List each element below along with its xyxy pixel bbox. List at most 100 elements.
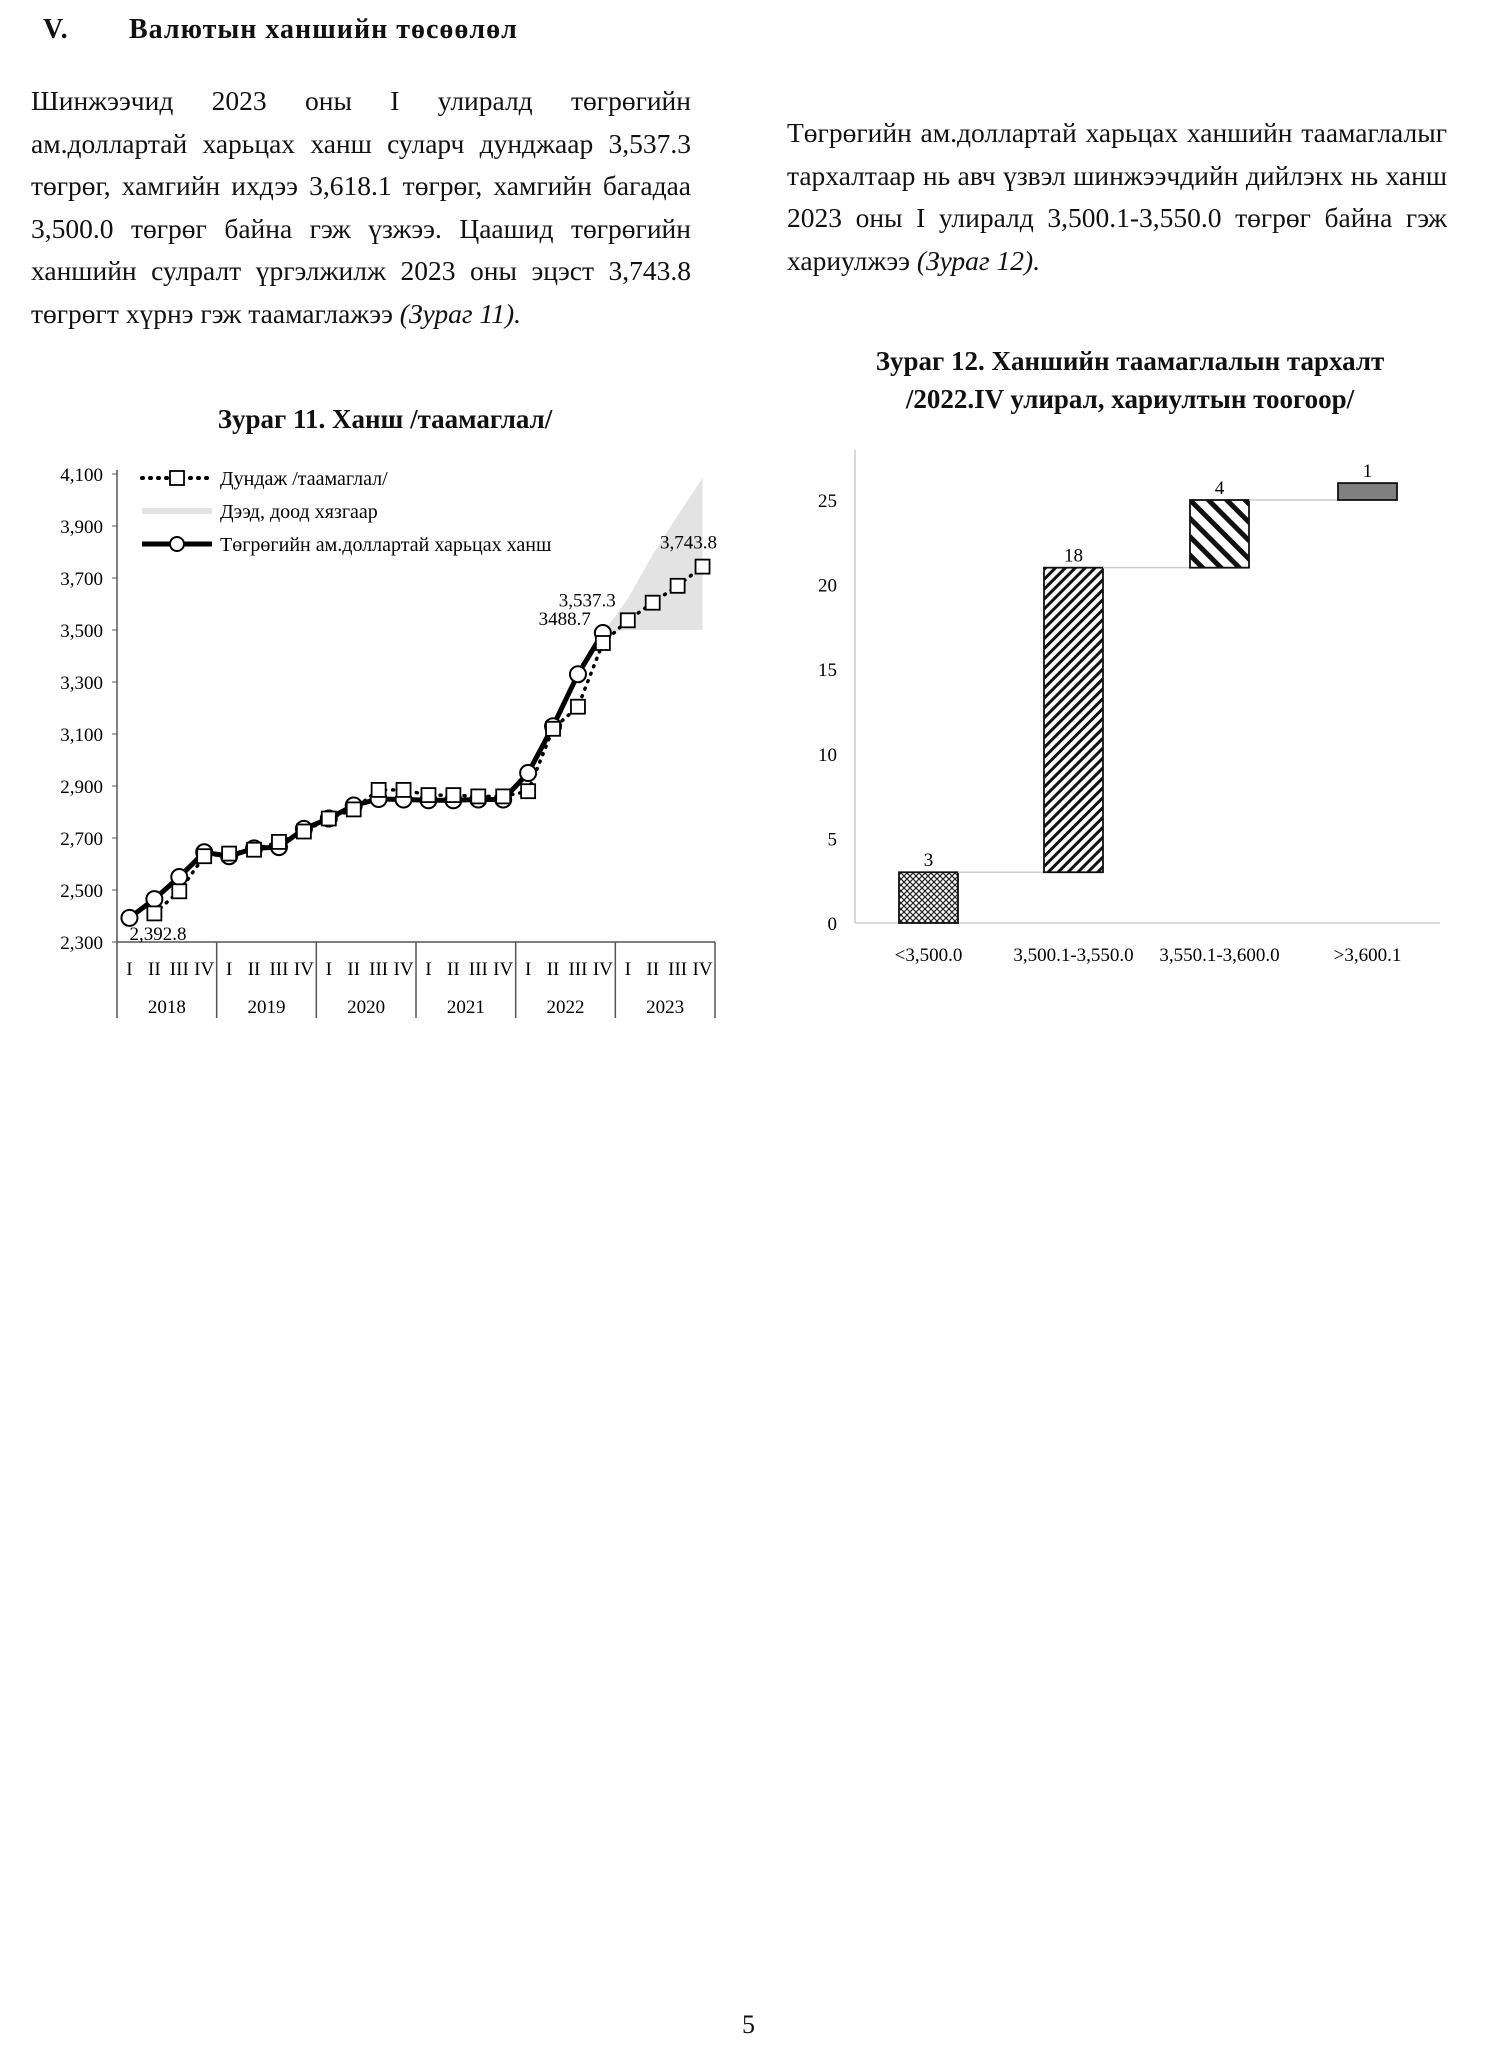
y-tick-label: 3,100 <box>60 725 103 746</box>
section-title: Валютын ханшийн төсөөлөл <box>129 14 518 45</box>
quarter-label: III <box>170 959 189 980</box>
forecast-mean-point <box>221 845 238 862</box>
quarter-label: IV <box>394 959 414 980</box>
forecast-mean-point <box>271 834 287 850</box>
quarter-label: III <box>469 959 488 980</box>
y-tick-label: 0 <box>828 914 838 935</box>
forecast-mean-point <box>669 577 686 594</box>
quarter-label: I <box>525 959 531 980</box>
bar <box>1189 499 1250 569</box>
forecast-mean-point <box>146 905 163 922</box>
paragraph-text: Шинжээчид 2023 оны I улиралд төгрөгийн а… <box>31 85 691 329</box>
section-number: V. <box>43 14 69 45</box>
quarter-label: III <box>568 959 587 980</box>
quarter-label: II <box>148 959 161 980</box>
category-label: 3,500.1-3,550.0 <box>1013 945 1133 966</box>
forecast-mean-point <box>545 720 561 737</box>
legend-label: Төгрөгийн ам.доллартай харьцах ханш <box>220 534 552 556</box>
data-label: 3,743.8 <box>660 533 717 554</box>
quarter-label: I <box>126 959 132 980</box>
quarter-label: III <box>369 959 388 980</box>
quarter-label: IV <box>493 959 513 980</box>
forecast-mean-point <box>420 787 437 803</box>
legend-label: Дээд, доод хязгаар <box>220 501 378 523</box>
forecast-mean-point <box>594 635 611 651</box>
forecast-mean-point <box>644 594 661 611</box>
quarter-label: IV <box>294 959 314 980</box>
quarter-label: II <box>248 959 261 980</box>
forecast-mean-point <box>694 558 711 575</box>
paragraph-text: Төгрөгийн ам.доллартай харьцах ханшийн т… <box>787 117 1447 276</box>
year-label: 2023 <box>646 997 684 1018</box>
category-label: 3,550.1-3,600.0 <box>1159 945 1279 966</box>
legend-label: Дундаж /таамаглал/ <box>220 468 388 490</box>
left-paragraph: Шинжээчид 2023 оны I улиралд төгрөгийн а… <box>31 80 691 335</box>
category-label: >3,600.1 <box>1334 945 1402 966</box>
figure-reference: (Зураг 11). <box>399 297 521 329</box>
bar <box>1337 482 1398 501</box>
quarter-label: III <box>269 959 288 980</box>
bar <box>1043 566 1104 874</box>
y-tick-label: 5 <box>828 829 838 850</box>
quarter-label: IV <box>693 959 713 980</box>
y-tick-label: 2,700 <box>60 829 103 850</box>
quarter-label: II <box>646 959 659 980</box>
year-label: 2020 <box>347 997 385 1018</box>
y-tick-label: 2,900 <box>60 777 103 798</box>
bar-value-label: 18 <box>1064 546 1083 567</box>
category-label: <3,500.0 <box>895 945 963 966</box>
year-label: 2021 <box>447 997 485 1018</box>
quarter-label: II <box>347 959 360 980</box>
y-tick-label: 2,500 <box>60 881 103 902</box>
forecast-mean-point <box>395 782 412 798</box>
legend-circle-marker <box>169 536 185 552</box>
y-tick-label: 25 <box>818 491 837 512</box>
forecast-mean-point <box>370 782 387 798</box>
exchange-rate-line-chart: 2,300 2,500 2,700 2,900 3,100 3,300 3,500 3,700… <box>60 465 717 1018</box>
bar-value-label: 1 <box>1363 461 1373 482</box>
forecast-mean-point <box>570 698 586 715</box>
forecast-mean-point <box>171 883 188 900</box>
quarter-label: I <box>326 959 332 980</box>
forecast-mean-point <box>619 612 636 629</box>
y-tick-label: 15 <box>818 660 837 681</box>
actual-rate-point <box>120 908 139 927</box>
caption-line: Зураг 12. Ханшийн таамаглалын тархалт <box>875 346 1385 376</box>
quarter-label: I <box>625 959 631 980</box>
quarter-label: IV <box>593 959 613 980</box>
quarter-label: IV <box>194 959 214 980</box>
section-heading: V. Валютын ханшийн төсөөлөл <box>43 14 518 46</box>
data-label: 3488.7 <box>539 609 591 630</box>
bar <box>898 871 959 924</box>
forecast-mean-point <box>345 801 362 818</box>
data-label: 2,392.8 <box>129 924 186 945</box>
bar-value-label: 3 <box>924 850 934 871</box>
y-tick-label: 4,100 <box>60 465 103 486</box>
year-label: 2018 <box>148 997 186 1018</box>
forecast-mean-point <box>520 783 537 800</box>
page-number: 5 <box>742 2010 755 2039</box>
year-label: 2022 <box>547 997 585 1018</box>
actual-rate-point <box>568 665 587 684</box>
y-tick-label: 10 <box>818 745 837 766</box>
forecast-mean-point <box>196 848 213 865</box>
y-tick-label: 3,700 <box>60 569 103 590</box>
forecast-mean-point <box>246 841 262 858</box>
bar-value-label: 4 <box>1215 478 1225 499</box>
quarter-label: II <box>447 959 460 980</box>
forecast-mean-point <box>445 787 462 803</box>
y-tick-label: 3,900 <box>60 517 103 538</box>
legend-square-marker <box>169 470 185 486</box>
actual-rate-point <box>170 868 189 886</box>
data-label: 3,537.3 <box>559 590 616 611</box>
actual-rate-point <box>145 890 164 909</box>
actual-rate-point <box>519 764 538 782</box>
forecast-mean-point <box>495 788 512 805</box>
figure12-caption: Зураг 12. Ханшийн таамаглалын тархалт /2… <box>790 342 1470 418</box>
y-tick-label: 2,300 <box>60 933 103 954</box>
y-tick-label: 3,500 <box>60 621 103 642</box>
quarter-label: I <box>425 959 431 980</box>
caption-line: /2022.IV улирал, хариултын тоогоор/ <box>905 384 1355 414</box>
forecast-mean-point <box>295 823 312 840</box>
forecast-mean-point <box>470 788 487 805</box>
